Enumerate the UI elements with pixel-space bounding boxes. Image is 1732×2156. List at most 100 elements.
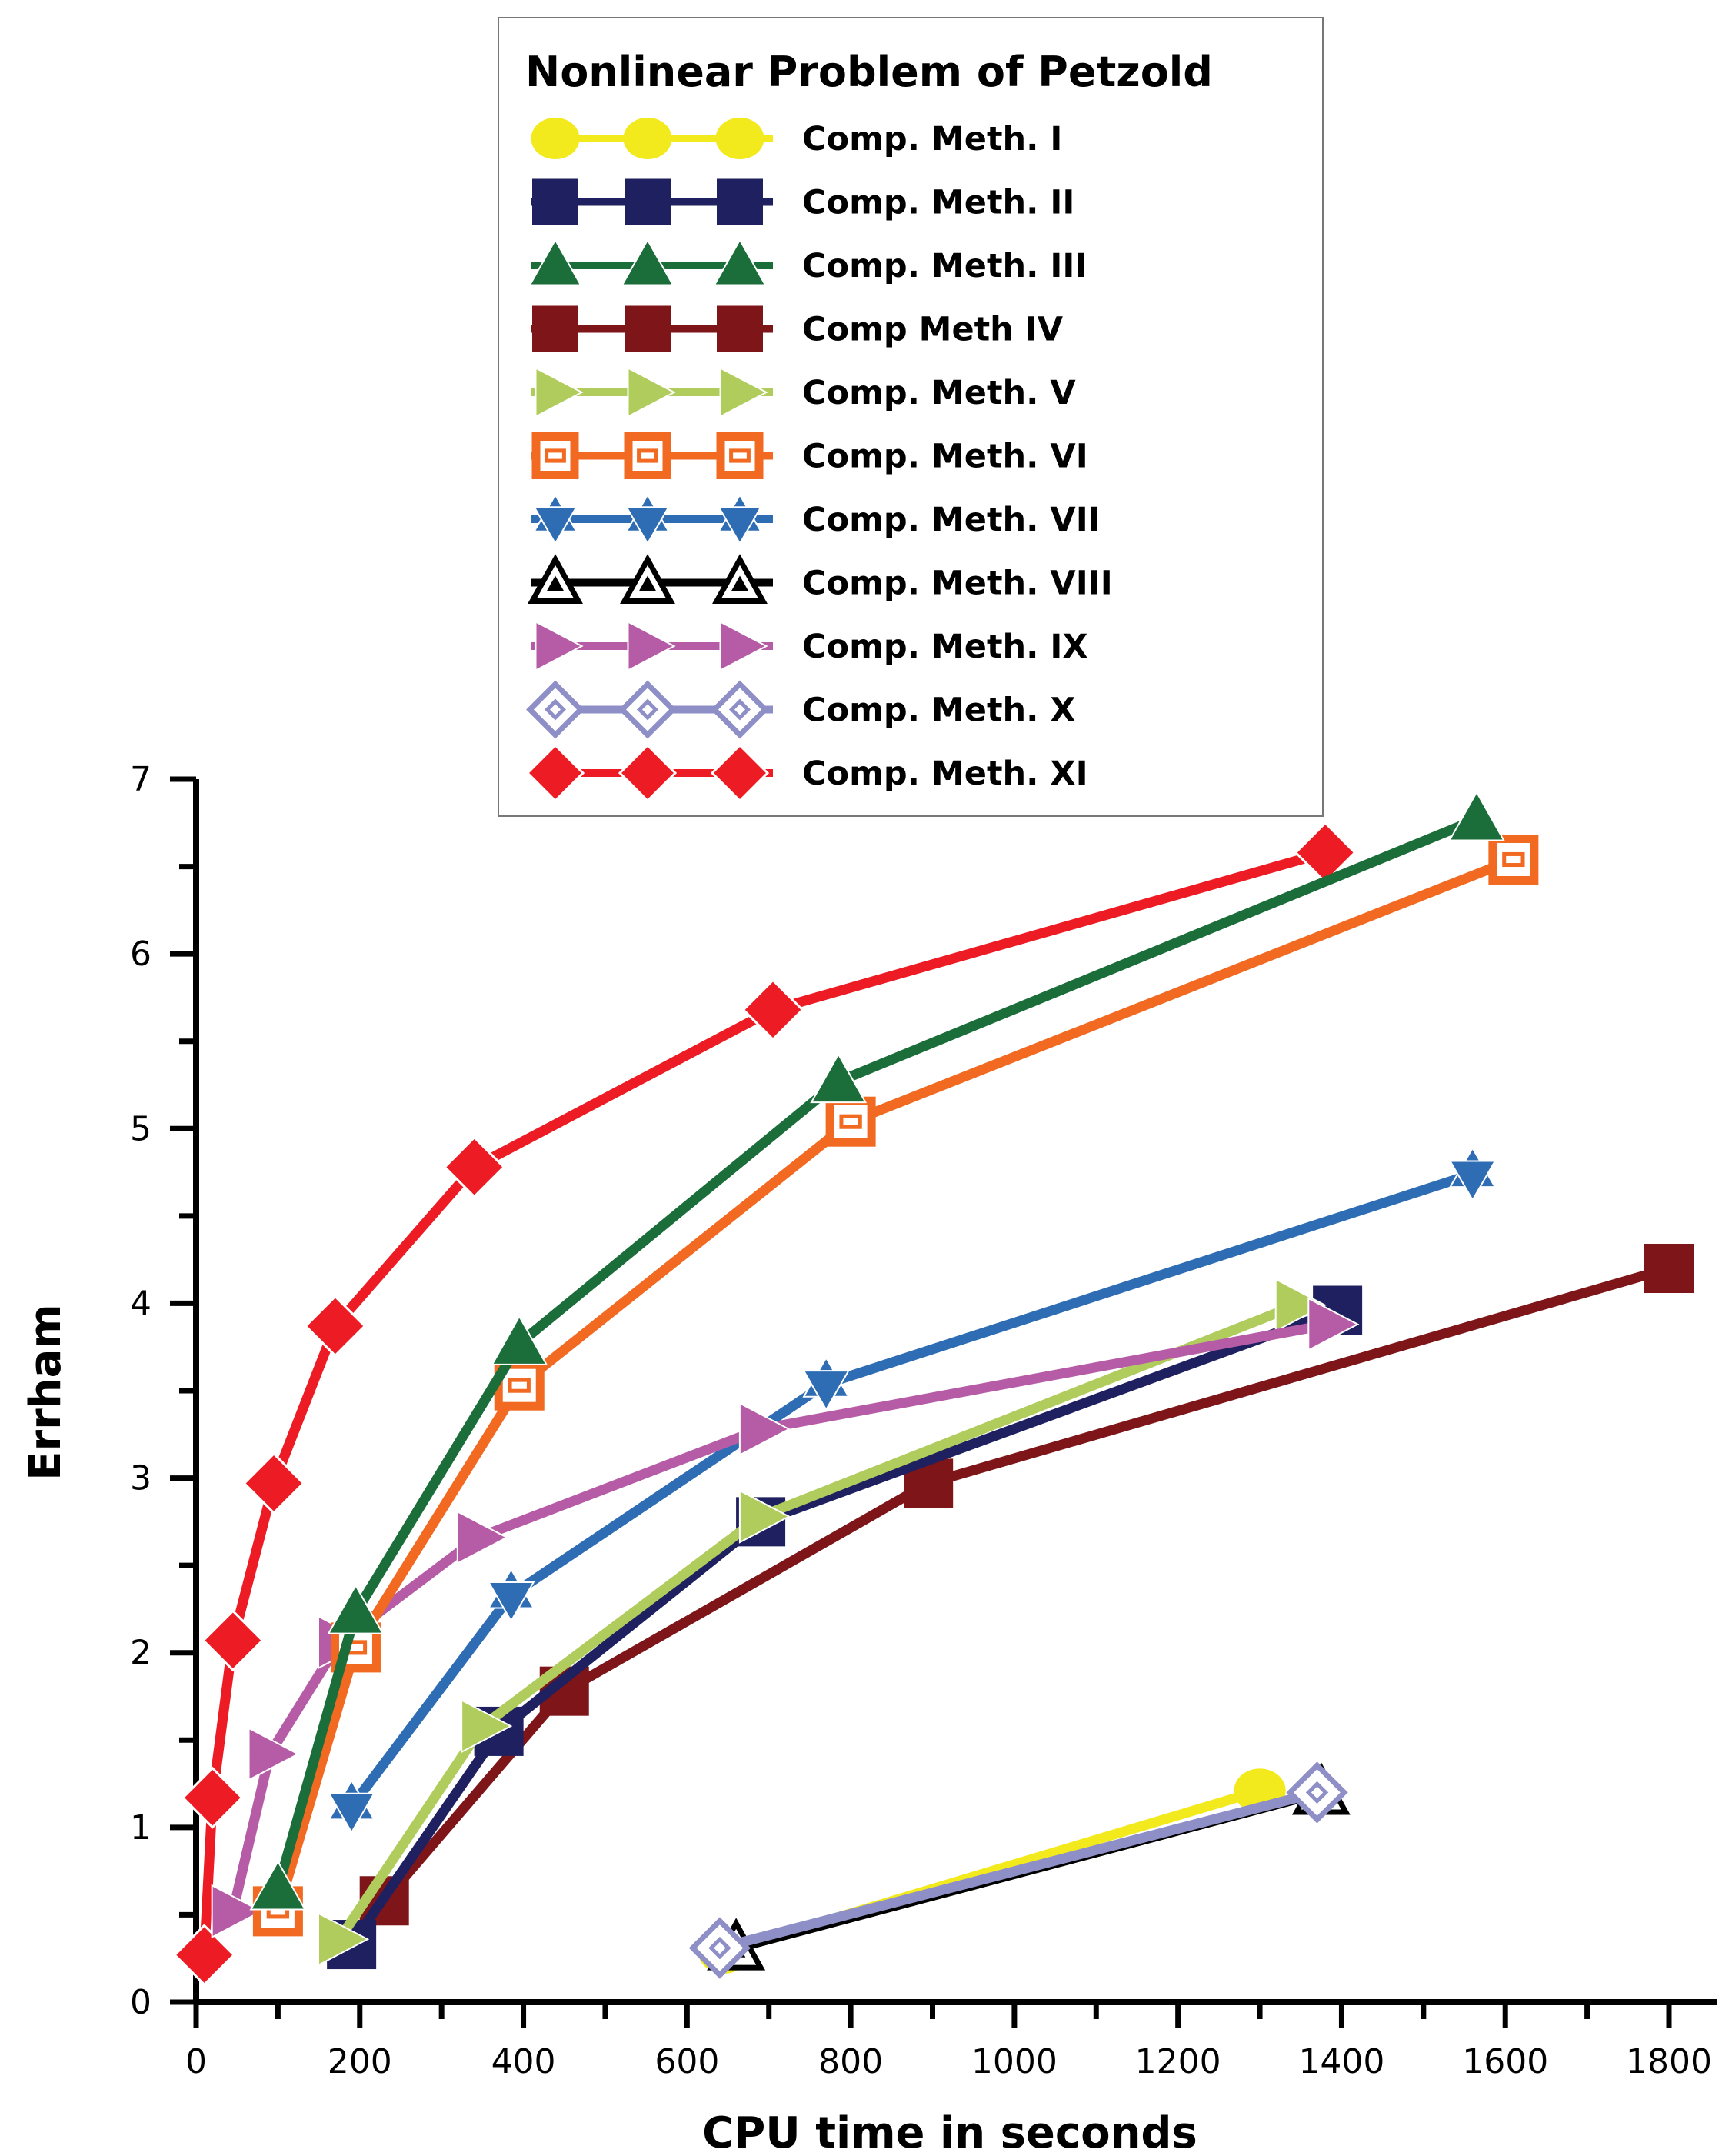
legend-label: Comp. Meth. VI — [802, 438, 1088, 476]
series-line — [347, 1305, 1340, 1948]
y-tick-label: 1 — [130, 1808, 152, 1848]
x-tick-label: 1800 — [1626, 2042, 1712, 2081]
data-point — [802, 1356, 851, 1411]
data-point — [328, 1779, 375, 1834]
legend-label: Comp. Meth. III — [802, 247, 1087, 285]
legend-label: Comp. Meth. IX — [802, 628, 1088, 666]
data-point — [491, 1315, 548, 1365]
data-point — [719, 620, 768, 672]
legend-item: Comp. Meth. VII — [531, 493, 1101, 545]
legend-item: Comp. Meth. VIII — [528, 554, 1113, 604]
data-point — [710, 743, 770, 803]
series-line — [228, 1319, 1331, 1913]
data-point — [535, 366, 584, 418]
data-point — [248, 1727, 300, 1781]
plot-area — [173, 791, 1694, 1987]
data-point — [1448, 791, 1505, 841]
series-comp-meth-ix — [211, 1297, 1360, 1939]
data-point — [181, 1766, 244, 1829]
series-comp-meth-i — [698, 1768, 1286, 1974]
legend-item: Comp Meth IV — [531, 305, 1064, 352]
x-tick-label: 200 — [328, 2042, 392, 2081]
data-point — [717, 305, 763, 352]
y-tick-label: 0 — [130, 1983, 152, 2022]
data-point — [738, 1401, 791, 1457]
data-point — [525, 743, 585, 803]
series-comp-meth-iii — [249, 791, 1505, 1911]
series-comp-meth-vii — [328, 1146, 1497, 1834]
data-point — [526, 680, 585, 739]
y-tick-label: 2 — [130, 1634, 152, 1673]
data-point — [202, 1609, 265, 1672]
series-comp-meth-iv — [359, 1244, 1694, 1926]
series-line — [335, 1300, 1299, 1942]
data-point — [618, 680, 677, 739]
data-point — [531, 118, 580, 159]
data-point — [618, 743, 678, 803]
x-tick-label: 1200 — [1135, 2042, 1221, 2081]
data-point — [810, 1052, 868, 1104]
data-point — [712, 554, 768, 604]
data-point — [173, 1924, 236, 1987]
legend-label: Comp. Meth. XI — [802, 755, 1088, 793]
y-tick-label: 6 — [130, 935, 152, 974]
data-point — [304, 1295, 367, 1358]
legend-label: Comp. Meth. V — [802, 374, 1076, 412]
data-point — [535, 620, 584, 672]
data-point — [532, 493, 578, 545]
data-point — [738, 1489, 791, 1544]
legend-item: Comp. Meth. II — [531, 178, 1074, 225]
legend-label: Comp. Meth. VIII — [802, 565, 1113, 603]
legend-item: Comp. Meth. VI — [531, 432, 1088, 479]
data-point — [1307, 1297, 1360, 1351]
legend-item: Comp. Meth. I — [531, 118, 1062, 159]
data-point — [711, 680, 769, 739]
x-tick-label: 1000 — [971, 2042, 1058, 2081]
series-comp-meth-xi — [173, 821, 1357, 1987]
data-point — [242, 1451, 305, 1515]
x-tick-label: 800 — [818, 2042, 883, 2081]
series-line — [380, 1263, 1670, 1904]
data-point — [528, 238, 582, 286]
data-point — [625, 493, 671, 545]
data-point — [1274, 1278, 1327, 1332]
data-point — [717, 178, 763, 225]
y-axis-title: Errham — [21, 1304, 71, 1481]
series-line — [718, 1788, 1319, 1953]
data-point — [620, 554, 675, 604]
series-comp-meth-x — [688, 1761, 1348, 1979]
legend-title: Nonlinear Problem of Petzold — [525, 48, 1213, 96]
data-point — [624, 432, 671, 479]
legend-item: Comp. Meth. XI — [525, 743, 1088, 803]
legend-item: Comp. Meth. V — [531, 366, 1076, 418]
data-point — [627, 620, 676, 672]
legend-item: Comp. Meth. IX — [531, 620, 1088, 672]
series-line — [347, 1169, 1474, 1810]
data-point — [719, 366, 768, 418]
x-tick-label: 400 — [491, 2042, 556, 2081]
axes: 0 200 400 600 800 1000 1200 1400 1600 1800 0 1 2 3 4 5 6… — [130, 760, 1717, 2081]
x-tick-label: 1400 — [1298, 2042, 1384, 2081]
data-point — [532, 178, 578, 225]
x-axis-title: CPU time in seconds — [702, 2108, 1197, 2156]
data-point — [461, 1698, 513, 1754]
legend-label: Comp Meth IV — [802, 311, 1064, 349]
data-point — [688, 1917, 751, 1979]
data-point — [625, 178, 671, 225]
data-point — [621, 238, 674, 286]
data-point — [625, 305, 671, 352]
y-tick-label: 3 — [130, 1459, 152, 1498]
data-point — [825, 1096, 876, 1147]
data-point — [1448, 1146, 1497, 1201]
data-point — [456, 1510, 508, 1565]
legend-label: Comp. Meth. II — [802, 184, 1074, 222]
data-point — [715, 118, 764, 159]
x-tick-label: 0 — [185, 2042, 207, 2081]
data-point — [713, 238, 767, 286]
x-tick-label: 1600 — [1462, 2042, 1548, 2081]
data-point — [717, 493, 763, 545]
x-tick-label: 600 — [654, 2042, 719, 2081]
data-point — [623, 118, 672, 159]
data-point — [1286, 1761, 1348, 1824]
y-tick-label: 5 — [130, 1109, 152, 1148]
